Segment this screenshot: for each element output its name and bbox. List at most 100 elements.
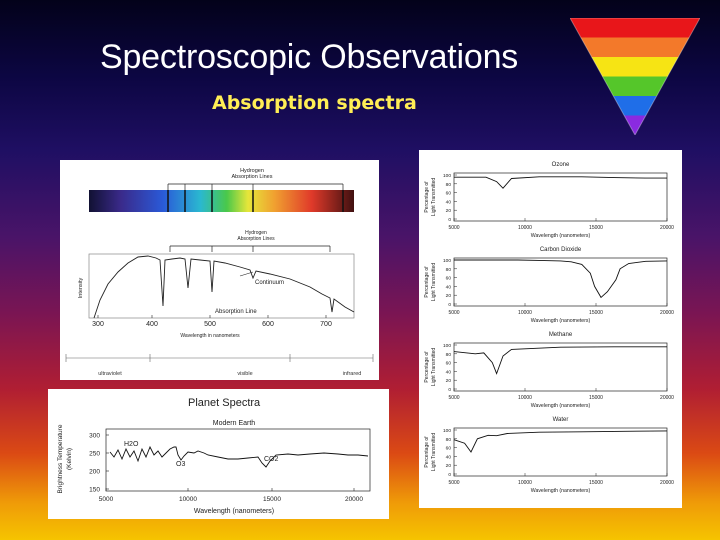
gas-plot-frame <box>453 172 668 222</box>
continuum-pointer <box>239 271 254 277</box>
gas-ytick-label: 20 <box>446 378 452 384</box>
gas-transmission-curve <box>454 176 667 189</box>
p-ytick-label: 300 <box>89 433 100 440</box>
gas-x-label: Wavelength (nanometers) <box>531 488 591 494</box>
hydrogen-spectrum-figure: Hydrogen Absorption Lines Hydrogen Absor… <box>60 160 379 380</box>
p-ytick-label: 250 <box>89 451 100 458</box>
gas-y-label: Percentage of <box>424 436 430 468</box>
absorption-line-label: Absorption Line <box>215 309 257 315</box>
intensity-plot-frame <box>88 253 355 319</box>
gas-xtick-label: 10000 <box>518 310 532 316</box>
co2-annotation: CO2 <box>264 456 279 463</box>
planet-y-ticks: 300 250 200 150 <box>89 433 109 494</box>
gas-ytick-label: 40 <box>446 284 452 290</box>
h-tick-label: 500 <box>204 321 216 328</box>
planet-y-label-2: (Kelvin) <box>66 448 73 470</box>
planet-y-label-1: Brightness Temperature <box>57 424 64 493</box>
band-visible: visible <box>237 371 252 377</box>
gas-xtick-label: 10000 <box>518 395 532 401</box>
p-xtick-label: 20000 <box>345 496 363 503</box>
gas-ytick-label: 80 <box>446 352 452 358</box>
gas-transmission-curve <box>454 259 668 299</box>
prism-band <box>570 18 700 38</box>
gas-plot-title: Water <box>553 417 569 423</box>
gas-ytick-label: 20 <box>446 463 452 469</box>
gas-ytick-label: 0 <box>448 302 451 308</box>
planet-x-label: Wavelength (nanometers) <box>194 508 274 515</box>
intensity-y-label: Intensity <box>78 278 84 299</box>
gas-ytick-label: 100 <box>443 173 451 179</box>
gas-plot-title: Ozone <box>552 162 570 168</box>
gas-ytick-label: 40 <box>446 369 452 375</box>
gas-xtick-label: 20000 <box>660 395 674 401</box>
earth-spectrum-curve <box>109 445 369 468</box>
gas-y-label: Light Transmitted <box>431 263 437 302</box>
gas-ytick-label: 60 <box>446 191 452 197</box>
gas-ytick-label: 20 <box>446 208 452 214</box>
gas-xtick-label: 10000 <box>518 225 532 231</box>
gas-plot-title: Carbon Dioxide <box>540 247 582 253</box>
gas-plot-frame <box>453 257 668 307</box>
prism-band <box>570 37 700 58</box>
planet-spectra-figure: Planet Spectra Modern Earth Brightness T… <box>48 389 389 519</box>
mid-label-arrows <box>169 245 331 252</box>
band-divider-lines <box>65 354 374 362</box>
gas-ytick-label: 100 <box>443 343 451 349</box>
gas-y-label: Percentage of <box>424 351 430 383</box>
gas-ytick-label: 0 <box>448 472 451 478</box>
gas-ytick-label: 40 <box>446 454 452 460</box>
gas-ytick-label: 40 <box>446 199 452 205</box>
p-xtick-label: 5000 <box>99 496 114 503</box>
gas-xtick-label: 5000 <box>448 395 459 401</box>
h-tick-label: 400 <box>146 321 158 328</box>
gas-ytick-label: 80 <box>446 182 452 188</box>
gas-ytick-label: 0 <box>448 387 451 393</box>
gas-ytick-label: 60 <box>446 446 452 452</box>
gas-plot-frame <box>453 427 668 477</box>
o3-annotation: O3 <box>176 461 185 468</box>
slide-subtitle: Absorption spectra <box>212 92 417 114</box>
gas-y-label: Percentage of <box>424 181 430 213</box>
gas-y-label: Light Transmitted <box>431 178 437 217</box>
visible-spectrum-strip <box>89 190 354 212</box>
gas-plot-title: Methane <box>549 332 573 338</box>
gas-xtick-label: 5000 <box>448 225 459 231</box>
hydrogen-x-label: Wavelength in nanometers <box>180 333 240 339</box>
h-tick-label: 600 <box>262 321 274 328</box>
hydrogen-mid-label-2: Absorption Lines <box>237 236 275 242</box>
gas-ytick-label: 60 <box>446 276 452 282</box>
planet-plot-title: Modern Earth <box>213 420 256 427</box>
gas-ytick-label: 80 <box>446 267 452 273</box>
gas-x-label: Wavelength (nanometers) <box>531 403 591 409</box>
gas-xtick-label: 5000 <box>448 480 459 486</box>
gas-xtick-label: 5000 <box>448 310 459 316</box>
band-infrared: infrared <box>343 371 362 377</box>
top-label-arrows <box>167 183 344 190</box>
p-ytick-label: 150 <box>89 487 100 494</box>
hydrogen-top-label-2: Absorption Lines <box>232 174 273 180</box>
gas-ytick-label: 100 <box>443 258 451 264</box>
slide-title: Spectroscopic Observations <box>100 38 519 76</box>
gas-xtick-label: 15000 <box>589 395 603 401</box>
gas-x-label: Wavelength (nanometers) <box>531 318 591 324</box>
gas-transmission-figure: Ozone 100 80 60 40 20 0 Percentage of Light Tran… <box>419 150 682 508</box>
planet-x-ticks: 5000 10000 15000 20000 <box>99 488 363 503</box>
continuum-label: Continuum <box>255 280 284 286</box>
gas-xtick-label: 20000 <box>660 225 674 231</box>
band-ultraviolet: ultraviolet <box>98 371 122 377</box>
prism-band <box>570 115 700 135</box>
gas-xtick-label: 15000 <box>589 480 603 486</box>
p-xtick-label: 15000 <box>263 496 281 503</box>
gas-x-label: Wavelength (nanometers) <box>531 233 591 239</box>
hydrogen-top-label-1: Hydrogen <box>240 168 264 174</box>
rainbow-triangle-icon <box>570 18 700 135</box>
planet-figure-title: Planet Spectra <box>188 397 261 409</box>
gas-y-label: Light Transmitted <box>431 433 437 472</box>
gas-plot-frame <box>453 342 668 392</box>
hydrogen-mid-label-1: Hydrogen <box>245 230 267 236</box>
gas-xtick-label: 15000 <box>589 310 603 316</box>
gas-xtick-label: 10000 <box>518 480 532 486</box>
gas-plot: Methane 100 80 60 40 20 0 Percentage of Light Tr… <box>424 332 674 409</box>
gas-y-label: Percentage of <box>424 266 430 298</box>
